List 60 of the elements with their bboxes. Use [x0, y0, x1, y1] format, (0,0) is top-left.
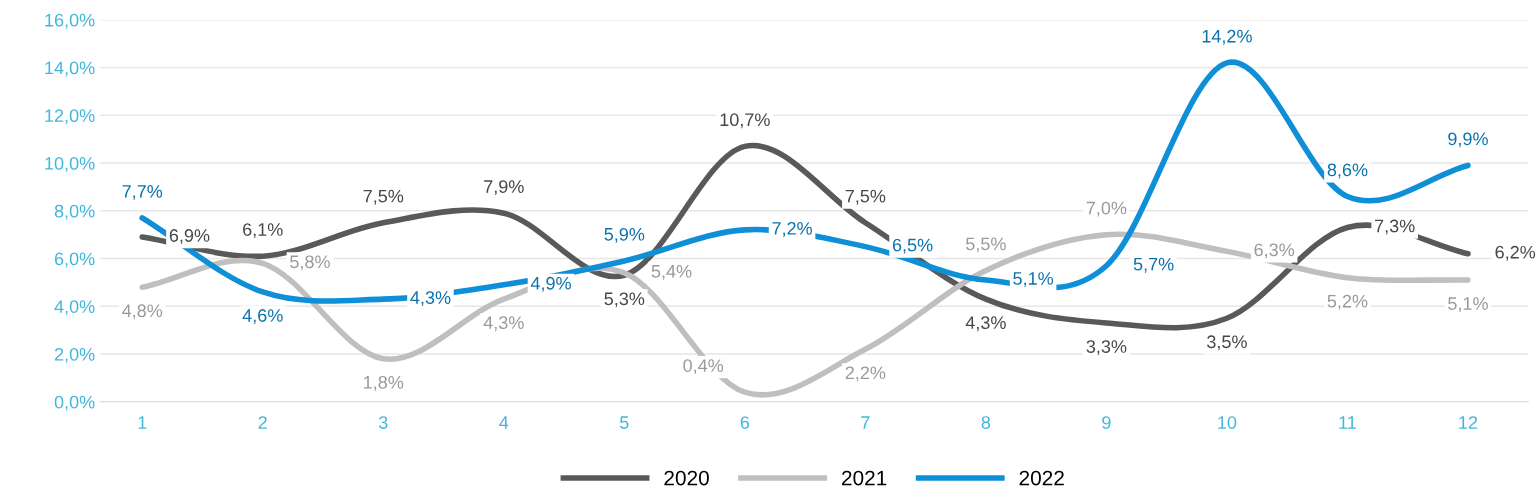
data-label: 5,5%: [966, 237, 1006, 253]
x-tick-label: 10: [1218, 416, 1237, 429]
y-tick-label: 6,0%: [54, 252, 95, 268]
legend-label: 2022: [1019, 470, 1064, 486]
data-label: 5,3%: [604, 292, 645, 308]
x-tick-label: 9: [1102, 416, 1111, 429]
data-label: 7,5%: [845, 189, 886, 205]
data-label: 6,1%: [243, 223, 283, 239]
y-tick-label: 14,0%: [45, 61, 95, 77]
y-tick-label: 12,0%: [45, 109, 95, 125]
data-label: 4,3%: [965, 316, 1006, 332]
data-label: 0,4%: [683, 359, 724, 375]
data-label: 4,3%: [410, 291, 451, 307]
data-label: 5,7%: [1133, 257, 1174, 273]
data-label: 6,9%: [169, 229, 210, 245]
y-tick-label: 0,0%: [54, 395, 95, 411]
data-label: 4,6%: [242, 309, 283, 325]
data-label: 9,9%: [1448, 132, 1488, 148]
y-tick-label: 16,0%: [45, 13, 95, 29]
data-label: 7,3%: [1375, 219, 1415, 235]
y-tick-label: 4,0%: [54, 300, 95, 316]
data-label: 7,9%: [484, 180, 524, 196]
data-label: 7,7%: [122, 185, 163, 200]
x-tick-label: 4: [499, 416, 509, 429]
data-label: 6,3%: [1254, 243, 1295, 259]
x-tick-label: 8: [981, 416, 991, 429]
data-label: 6,5%: [892, 238, 933, 254]
data-label: 10,7%: [720, 113, 770, 129]
x-tick-label: 12: [1459, 416, 1478, 429]
data-label: 8,6%: [1327, 163, 1368, 179]
legend-label: 2021: [842, 470, 887, 486]
x-tick-label: 5: [620, 416, 629, 429]
data-label: 1,8%: [364, 375, 404, 391]
data-label: 5,8%: [290, 255, 330, 271]
x-tick-label: 1: [138, 416, 147, 429]
data-label: 2,2%: [845, 366, 886, 382]
x-tick-label: 7: [861, 416, 870, 429]
data-label: 4,9%: [530, 276, 571, 292]
x-tick-label: 11: [1339, 416, 1356, 429]
data-label: 5,9%: [604, 227, 645, 243]
data-label: 5,1%: [1013, 272, 1054, 287]
data-label: 5,4%: [651, 265, 692, 280]
y-tick-label: 10,0%: [45, 156, 95, 172]
data-label: 4,8%: [122, 304, 163, 320]
data-label: 5,2%: [1327, 294, 1368, 310]
y-tick-label: 8,0%: [54, 204, 95, 220]
legend-label: 2020: [664, 470, 709, 486]
data-label: 3,5%: [1207, 335, 1247, 351]
x-tick-label: 6: [740, 416, 750, 429]
data-label: 5,1%: [1448, 297, 1488, 313]
x-tick-label: 3: [378, 416, 388, 429]
x-tick-label: 2: [258, 416, 267, 429]
data-label: 7,5%: [363, 189, 404, 205]
data-label: 3,3%: [1086, 340, 1127, 356]
data-label: 7,0%: [1086, 201, 1127, 217]
data-label: 4,3%: [483, 316, 524, 332]
data-label: 6,2%: [1495, 245, 1536, 261]
data-label: 14,2%: [1202, 29, 1252, 45]
y-tick-label: 2,0%: [54, 347, 95, 363]
data-label: 7,2%: [772, 221, 812, 237]
